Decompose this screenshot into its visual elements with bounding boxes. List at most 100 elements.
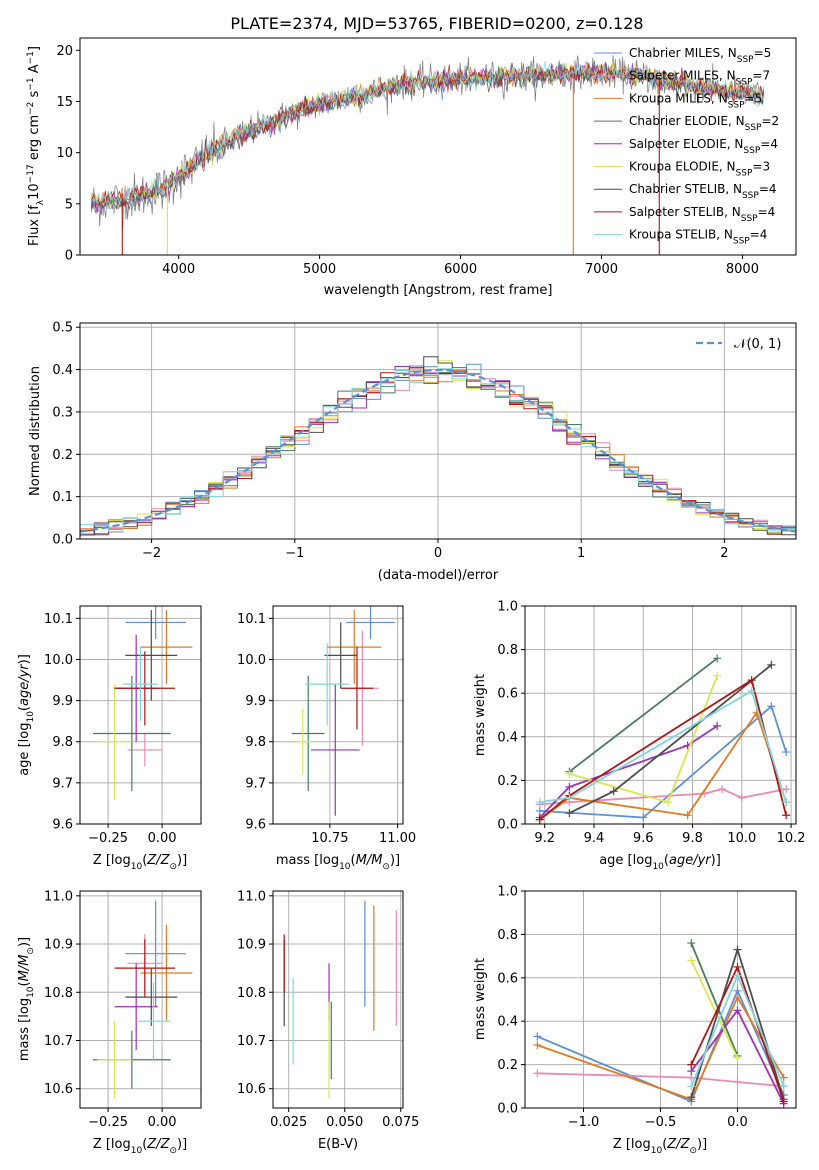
x-tick-label: 11.00 [379,831,416,846]
x-axis-label: (data-model)/error [378,568,499,583]
marker-kroupa_stelib [687,1082,696,1091]
y-axis-label: mass [log10(M/M⊙)] [17,937,36,1061]
y-axis-label: age [log10(age/yr)] [17,654,36,776]
legend-entry: Chabrier ELODIE, NSSP=2 [629,114,779,133]
y-tick-label: 0.8 [497,643,518,658]
y-tick-label: 10.9 [44,938,73,953]
y-tick-label: 10.7 [44,1034,73,1049]
axes-frame [79,322,797,540]
x-axis-label: Z [log10(Z/Z⊙)] [93,853,187,872]
y-tick-label: 10.1 [237,612,266,627]
y-tick-label: 9.8 [52,735,73,750]
marker-kroupa_miles [733,993,742,1002]
y-tick-label: 1.0 [497,885,518,900]
x-tick-label: 0.0 [727,1115,748,1130]
chart-age_vs_mass: 10.75 11.00 9.6 9.7 9.8 9.9 10.0 10.1 mass [log1… [237,605,416,872]
y-axis-label: mass weight [473,958,488,1040]
plot-area [80,606,201,824]
marker-salpeter_miles [533,1069,542,1078]
marker-kroupa_stelib [535,798,544,807]
x-tick-label: 0.075 [382,1115,419,1130]
marker-kroupa_elodie [733,1054,742,1063]
y-tick-label: 0.6 [497,971,518,986]
legend-entry: Kroupa STELIB, NSSP=4 [629,228,767,247]
x-tick-label: 4000 [162,262,195,277]
marker-salpeter_stelib [747,676,756,685]
marker-chabrier_stelib [565,809,574,818]
y-axis-label: Normed distribution [28,366,43,496]
marker-salpeter_stelib [779,1097,788,1106]
marker-chabrier_stelib [767,660,776,669]
marker-kroupa_stelib [565,793,574,802]
marker-kroupa_elodie [713,671,722,680]
y-tick-label: 0.4 [497,1015,518,1030]
x-axis-label: Z [log10(Z/Z⊙)] [613,1137,707,1156]
x-tick-label: 0 [434,546,442,561]
chart-age_vs_Z: −0.25 0.00 9.6 9.7 9.8 9.9 10.0 10.1 Z [log10(Z/… [17,605,202,872]
marker-salpeter_miles [782,785,791,794]
x-tick-label: −1 [285,546,304,561]
y-tick-label: 5 [65,197,73,212]
chart-mass_vs_Z: −0.25 0.00 10.6 10.7 10.8 10.9 11.0 Z [log10(Z/… [17,889,202,1156]
x-tick-label: 10.2 [777,831,806,846]
x-tick-label: −1.0 [568,1115,600,1130]
x-tick-label: −2 [142,546,161,561]
series-salpeter_miles [539,788,787,806]
x-tick-label: 9.6 [633,831,654,846]
marker-chabrier_miles [533,1032,542,1041]
legend-entry: Salpeter MILES, NSSP=7 [629,69,770,88]
legend-entry: Chabrier MILES, NSSP=5 [629,46,771,65]
marker-salpeter_elodie [713,721,722,730]
marker-salpeter_stelib [535,815,544,824]
x-axis-label: Z [log10(Z/Z⊙)] [93,1137,187,1156]
x-tick-label: −0.5 [645,1115,677,1130]
gaussian-curve [80,368,796,533]
marker-kroupa_elodie [565,769,574,778]
marker-chabrier_stelib [733,945,742,954]
y-tick-label: 15 [56,95,73,110]
plot-area [80,323,796,539]
y-tick-label: 9.9 [245,694,266,709]
x-tick-label: −0.25 [88,831,128,846]
y-axis-label: Flux [fλ10−17 erg cm−2 s−1 A−1] [26,46,46,246]
x-axis-label: age [log10(age/yr)] [599,853,721,872]
x-tick-label: 10.0 [727,831,756,846]
series-chabrier_miles [539,704,787,819]
y-tick-label: 1.0 [497,600,518,615]
x-tick-label: 5000 [303,262,336,277]
y-tick-label: 0.2 [52,448,73,463]
marker-kroupa_elodie [687,956,696,965]
y-tick-label: 10.8 [44,986,73,1001]
marker-chabrier_stelib [609,787,618,796]
plot-area [273,891,403,1108]
y-tick-label: 0.2 [497,774,518,789]
series-chabrier_elodie [568,657,718,773]
series-kroupa_stelib [539,689,787,804]
legend-entry: Kroupa ELODIE, NSSP=3 [629,160,770,179]
series-salpeter_elodie [539,725,718,819]
marker-kroupa_miles [533,1041,542,1050]
y-tick-label: 9.7 [245,776,266,791]
series-kroupa_miles [537,995,785,1101]
marker-chabrier_elodie [713,654,722,663]
marker-kroupa_stelib [747,687,756,696]
x-tick-label: 9.8 [682,831,703,846]
legend-entry: Salpeter STELIB, NSSP=4 [629,205,775,224]
axes-frame [79,890,202,1109]
y-tick-label: 0.8 [497,928,518,943]
plot-area [273,606,403,824]
x-axis-label: E(B-V) [318,1137,358,1152]
plot-area [90,55,764,255]
marker-kroupa_stelib [733,971,742,980]
chart-mass_vs_ebv: 0.025 0.050 0.075 10.6 10.7 10.8 10.9 11.0 E(B-V… [237,889,419,1152]
marker-chabrier_miles [639,813,648,822]
marker-kroupa_miles [683,811,692,820]
y-axis-label: mass weight [473,674,488,756]
marker-chabrier_miles [767,702,776,711]
y-tick-label: 0.1 [52,490,73,505]
legend-entry: 𝒩(0, 1) [734,337,781,352]
plot-area [525,606,796,824]
marker-salpeter_stelib [782,811,791,820]
x-tick-label: 9.4 [584,831,605,846]
